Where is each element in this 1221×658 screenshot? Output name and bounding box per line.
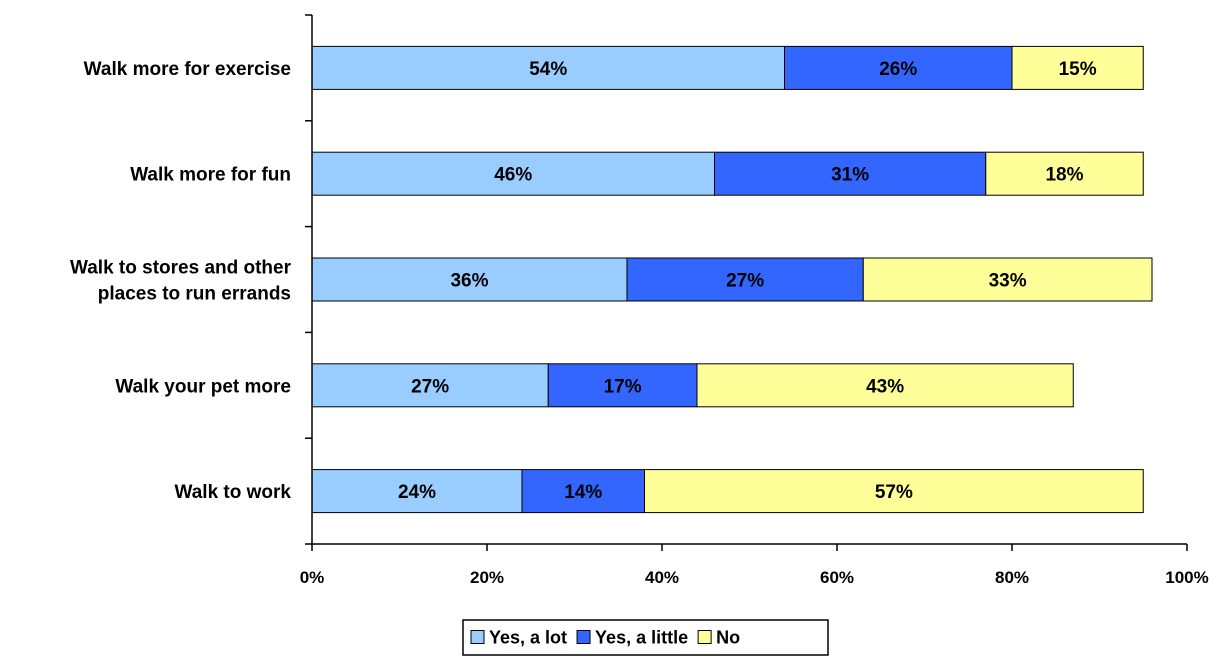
data-label: 17%: [604, 376, 642, 397]
data-label: 46%: [494, 165, 532, 186]
bar-segment: [311, 363, 549, 408]
x-tick-label: 60%: [820, 568, 854, 587]
category-label: Walk more for fun: [130, 165, 291, 186]
data-label: 24%: [398, 482, 436, 503]
x-tick-label: 80%: [995, 568, 1029, 587]
category-label: places to run errands: [98, 284, 291, 305]
category-label: Walk more for exercise: [84, 59, 291, 80]
data-labels-group: 54% 26% 15% 46% 31% 18% 36% 27% 33% 27% 17% 43% 24% 1…: [398, 59, 1097, 503]
data-label: 57%: [875, 482, 913, 503]
category-label: Walk to work: [175, 482, 292, 503]
legend: Yes, a lot Yes, a little No: [462, 619, 829, 656]
bar-segment: [784, 45, 1013, 90]
axes-group: [305, 14, 1188, 551]
x-tick-label: 20%: [470, 568, 504, 587]
data-label: 18%: [1045, 165, 1083, 186]
data-label: 14%: [564, 482, 602, 503]
legend-entry-label: No: [716, 628, 740, 648]
bar-segment: [714, 151, 987, 196]
x-tick-labels-group: 0% 20% 40% 60% 80% 100%: [300, 568, 1209, 587]
bar-segment: [521, 469, 645, 514]
x-tick-label: 40%: [645, 568, 679, 587]
bar-segment: [644, 469, 1144, 514]
legend-swatch: [470, 630, 485, 644]
category-label: Walk to stores and other: [70, 258, 292, 279]
legend-swatch: [576, 630, 591, 644]
data-label: 43%: [866, 376, 904, 397]
legend-entry-label: Yes, a lot: [489, 628, 567, 648]
x-tick-label: 0%: [300, 568, 325, 587]
data-label: 15%: [1059, 59, 1097, 80]
bar-segment: [311, 151, 715, 196]
bars-group: [311, 45, 1153, 514]
bar-segment: [862, 257, 1153, 302]
category-label: Walk your pet more: [115, 376, 291, 397]
legend-swatch: [697, 630, 712, 644]
category-labels-group: Walk more for exercise Walk more for fun W…: [70, 59, 292, 503]
bar-segment: [311, 257, 628, 302]
bar-segment: [311, 469, 523, 514]
bar-segment: [1011, 45, 1144, 90]
legend-entry-label: Yes, a little: [595, 628, 688, 648]
bar-segment: [626, 257, 864, 302]
legend-box: [462, 619, 829, 656]
x-tick-label: 100%: [1165, 568, 1208, 587]
data-label: 36%: [450, 271, 488, 292]
bar-segment: [311, 45, 785, 90]
data-label: 27%: [411, 376, 449, 397]
bar-segment: [696, 363, 1074, 408]
data-label: 31%: [831, 165, 869, 186]
data-label: 26%: [879, 59, 917, 80]
bar-segment: [985, 151, 1144, 196]
data-label: 33%: [989, 271, 1027, 292]
data-label: 27%: [726, 271, 764, 292]
data-label: 54%: [529, 59, 567, 80]
